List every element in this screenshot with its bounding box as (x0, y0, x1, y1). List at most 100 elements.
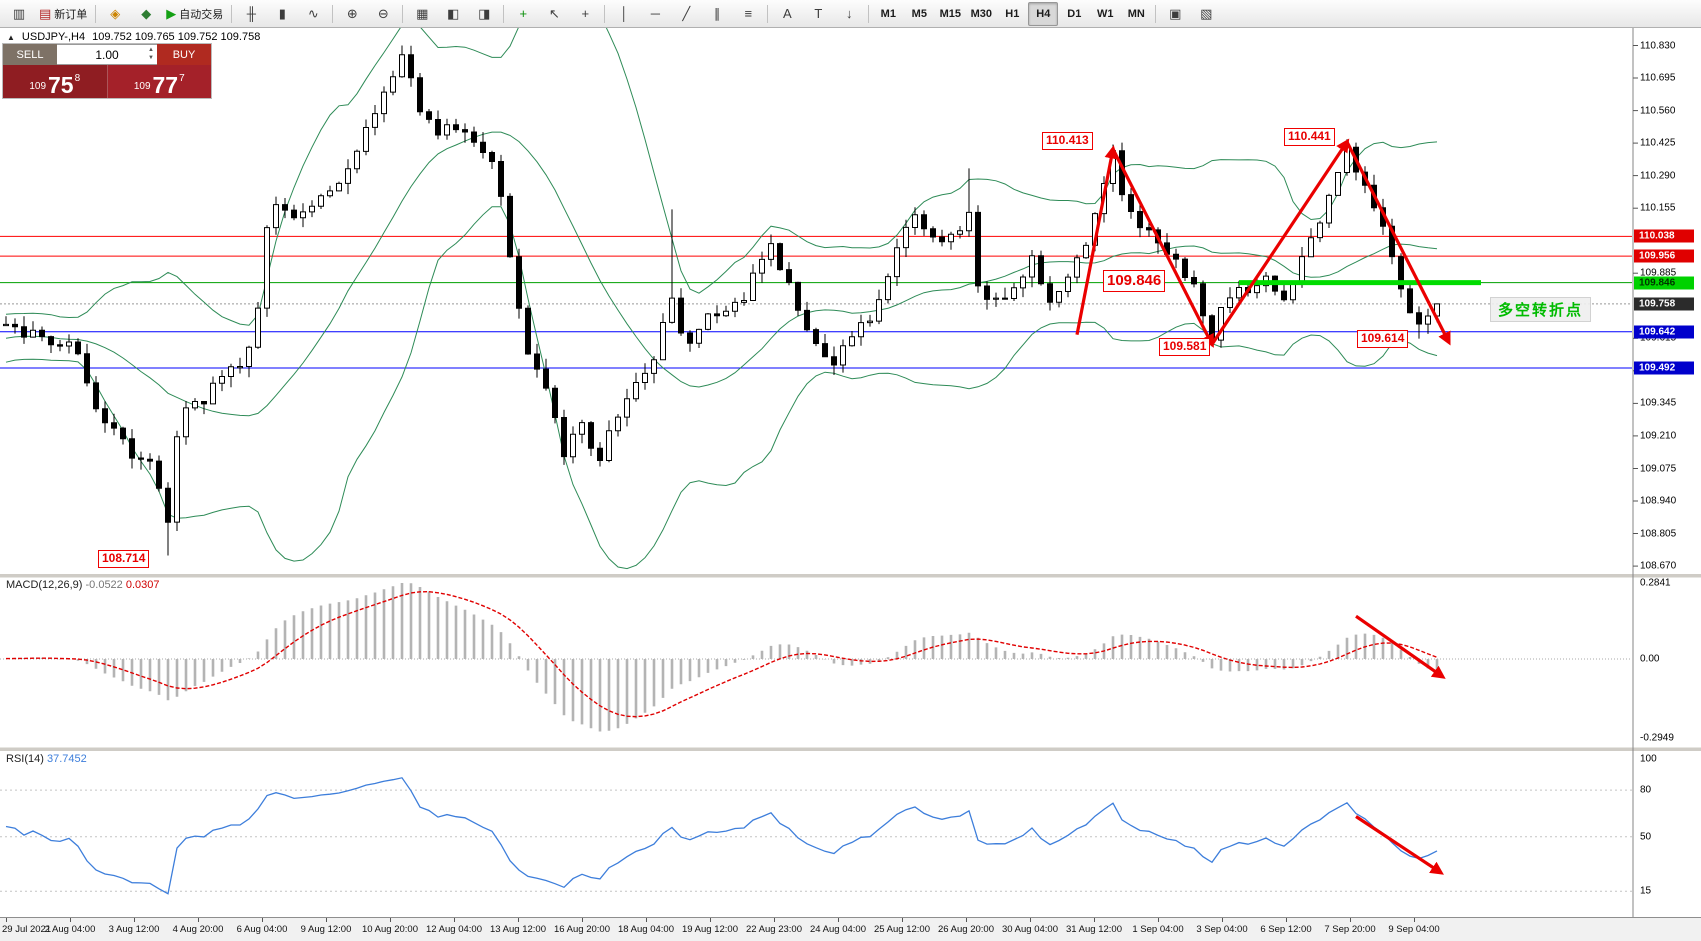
buy-price-button[interactable]: 109 77 7 (107, 65, 211, 98)
time-axis-tick (1286, 918, 1287, 922)
collapse-panel-icon[interactable]: ▲ (7, 32, 15, 42)
line-chart-icon: ∿ (307, 5, 319, 21)
time-axis-label: 3 Aug 12:00 (108, 924, 160, 935)
fibonacci-icon[interactable]: ≡ (733, 2, 763, 26)
trendline-icon[interactable]: ╱ (671, 2, 701, 26)
rsi-value: 37.7452 (46, 753, 87, 765)
rsi-name: RSI(14) (6, 753, 44, 765)
time-axis-tick (326, 918, 327, 922)
auto-scroll-icon[interactable]: ◧ (438, 2, 468, 26)
autotrading-button[interactable]: ▶ 自动交易 (162, 2, 227, 26)
market-icon: ◆ (141, 5, 152, 21)
tf-d1[interactable]: D1 (1059, 2, 1089, 26)
time-axis-label: 9 Aug 12:00 (300, 924, 352, 935)
time-axis-tick (710, 918, 711, 922)
zoom-in-icon[interactable]: ⊕ (337, 2, 367, 26)
chart-ohlc-values: 109.752 109.765 109.752 109.758 (92, 31, 261, 43)
time-axis-label: 26 Aug 20:00 (938, 924, 994, 935)
text-label-icon[interactable]: T (803, 2, 833, 26)
arrows-tool-icon: ↓ (846, 6, 853, 21)
macd-main-value: -0.0522 (85, 579, 123, 591)
macd-label: MACD(12,26,9) -0.0522 0.0307 (6, 579, 160, 591)
tf-m15[interactable]: M15 (935, 2, 965, 26)
time-axis-label: 25 Aug 12:00 (874, 924, 930, 935)
metaeditor-icon[interactable]: ◈ (100, 2, 130, 26)
volume-value: 1.00 (95, 47, 119, 62)
tf-m30-label: M30 (970, 7, 992, 20)
tf-w1-label: W1 (1097, 7, 1114, 20)
tf-m1[interactable]: M1 (873, 2, 903, 26)
zoom-out-icon[interactable]: ⊖ (368, 2, 398, 26)
toolbar-separator (503, 4, 505, 23)
new-order-button-label: 新订单 (54, 8, 88, 21)
auto-scroll-icon: ◧ (447, 5, 460, 21)
time-axis-tick (6, 918, 7, 922)
channel-icon[interactable]: ∥ (702, 2, 732, 26)
buy-price-pips: 77 (152, 72, 179, 98)
buy-button[interactable]: BUY (157, 44, 211, 65)
chart-title: USDJPY-,H4 (21, 31, 86, 43)
time-axis-label: 2 Aug 04:00 (44, 924, 96, 935)
time-axis-tick (1350, 918, 1351, 922)
candlestick-chart-icon[interactable]: ▮ (267, 2, 297, 26)
time-axis-tick (1222, 918, 1223, 922)
sell-price-pips: 75 (48, 72, 74, 98)
text-icon[interactable]: A (772, 2, 802, 26)
strategy-tester-icon: ▧ (1200, 5, 1213, 21)
toolbar-separator (95, 4, 97, 23)
strategy-tester-icon[interactable]: ▧ (1191, 2, 1221, 26)
time-axis-tick (838, 918, 839, 922)
one-click-trading-panel: SELL 1.00 ▲ ▼ BUY 109 75 8 109 77 7 (3, 44, 211, 98)
line-chart-icon[interactable]: ∿ (298, 2, 328, 26)
indicators-icon[interactable]: + (508, 2, 538, 26)
fibonacci-icon: ≡ (744, 6, 753, 21)
volume-spinner-icon[interactable]: ▲ ▼ (148, 47, 154, 61)
vertical-line-icon[interactable]: │ (609, 2, 639, 26)
metaeditor-icon: ◈ (110, 5, 121, 21)
indicators-icon: + (519, 6, 528, 21)
toolbar: ▥ ▤ 新订单 ◈ ◆ ▶ 自动交易 ╫ ▮ ∿ ⊕ ⊖ ▦ ◧ ◨ + ↖ + │ ─ ╱ ∥ ≡ A T ↓ M1 M5 M15 M3… (0, 0, 1701, 28)
zoom-in-icon: ⊕ (346, 5, 358, 21)
time-axis-label: 29 Jul 2021 (2, 924, 52, 935)
ohlc-bars-icon[interactable]: ╫ (236, 2, 266, 26)
toolbar-separator (767, 4, 769, 23)
chart-window-icon[interactable]: ▥ (4, 2, 34, 26)
time-axis-tick (646, 918, 647, 922)
tf-h4[interactable]: H4 (1028, 1, 1059, 26)
time-axis-tick (902, 918, 903, 922)
tf-m30[interactable]: M30 (966, 2, 996, 26)
toolbar-separator (231, 4, 233, 23)
tf-h1[interactable]: H1 (997, 2, 1027, 26)
sell-price-prefix: 109 (29, 81, 47, 92)
volume-input[interactable]: 1.00 ▲ ▼ (57, 44, 157, 65)
text-label-icon: T (814, 6, 823, 21)
tf-m5-label: M5 (911, 7, 927, 20)
crosshair-icon: + (581, 6, 590, 21)
toolbar-separator (604, 4, 606, 23)
time-axis-tick (966, 918, 967, 922)
sell-button[interactable]: SELL (3, 44, 57, 65)
time-axis-label: 18 Aug 04:00 (618, 924, 674, 935)
time-axis-label: 30 Aug 04:00 (1002, 924, 1058, 935)
time-axis-label: 22 Aug 23:00 (746, 924, 802, 935)
crosshair-icon[interactable]: + (570, 2, 600, 26)
time-axis-label: 9 Sep 04:00 (1388, 924, 1440, 935)
tf-m5[interactable]: M5 (904, 2, 934, 26)
arrows-tool-icon[interactable]: ↓ (834, 2, 864, 26)
tile-windows-icon[interactable]: ▦ (407, 2, 437, 26)
market-icon[interactable]: ◆ (131, 2, 161, 26)
rsi-label: RSI(14) 37.7452 (6, 753, 87, 765)
tf-mn[interactable]: MN (1121, 2, 1151, 26)
window-layout-icon[interactable]: ▣ (1160, 2, 1190, 26)
time-axis-tick (582, 918, 583, 922)
sell-price-button[interactable]: 109 75 8 (3, 65, 108, 98)
tf-w1[interactable]: W1 (1090, 2, 1120, 26)
cursor-icon[interactable]: ↖ (539, 2, 569, 26)
time-axis-tick (1030, 918, 1031, 922)
time-axis-tick (198, 918, 199, 922)
new-order-button[interactable]: ▤ 新订单 (35, 2, 91, 26)
chart-shift-icon[interactable]: ◨ (469, 2, 499, 26)
horizontal-line-icon[interactable]: ─ (640, 2, 670, 26)
channel-icon: ∥ (714, 5, 721, 21)
